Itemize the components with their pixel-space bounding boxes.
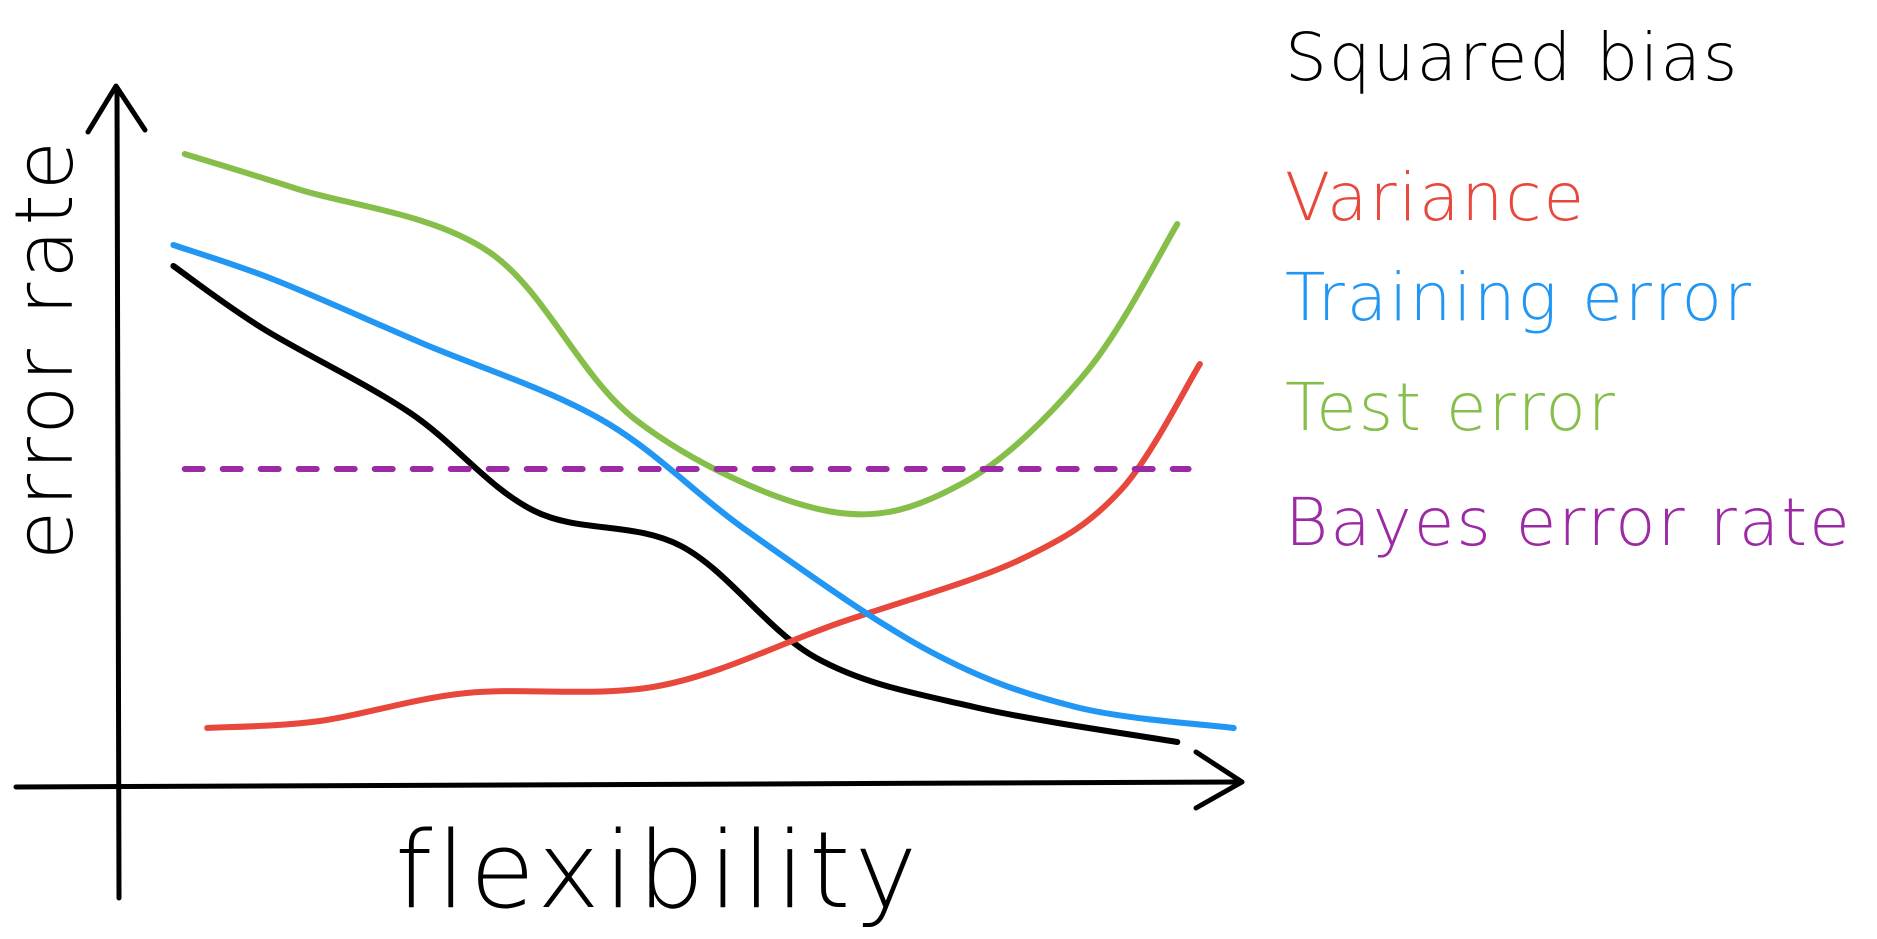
series-layer: [170, 151, 1237, 745]
y-axis-arrowhead: [85, 83, 148, 135]
x-axis-title: flexibility: [395, 809, 922, 932]
x-axis-line: [13, 779, 1241, 790]
legend-entry-squared-bias: Squared bias: [1285, 19, 1740, 96]
legend-entry-variance: Variance: [1285, 159, 1587, 236]
legend-entry-training-error: Training error: [1285, 259, 1754, 336]
series-line-training-error: [170, 242, 1237, 731]
series-line-squared-bias: [170, 263, 1181, 745]
series-line-variance: [204, 361, 1203, 731]
legend-entry-test-error: Test error: [1285, 369, 1617, 446]
x-axis-arrowhead: [1193, 749, 1245, 811]
y-axis-line: [114, 85, 122, 901]
legend-entry-bayes-error-rate: Bayes error rate: [1285, 484, 1852, 561]
y-axis-title: error rate: [0, 136, 91, 560]
series-line-test-error: [181, 151, 1181, 518]
